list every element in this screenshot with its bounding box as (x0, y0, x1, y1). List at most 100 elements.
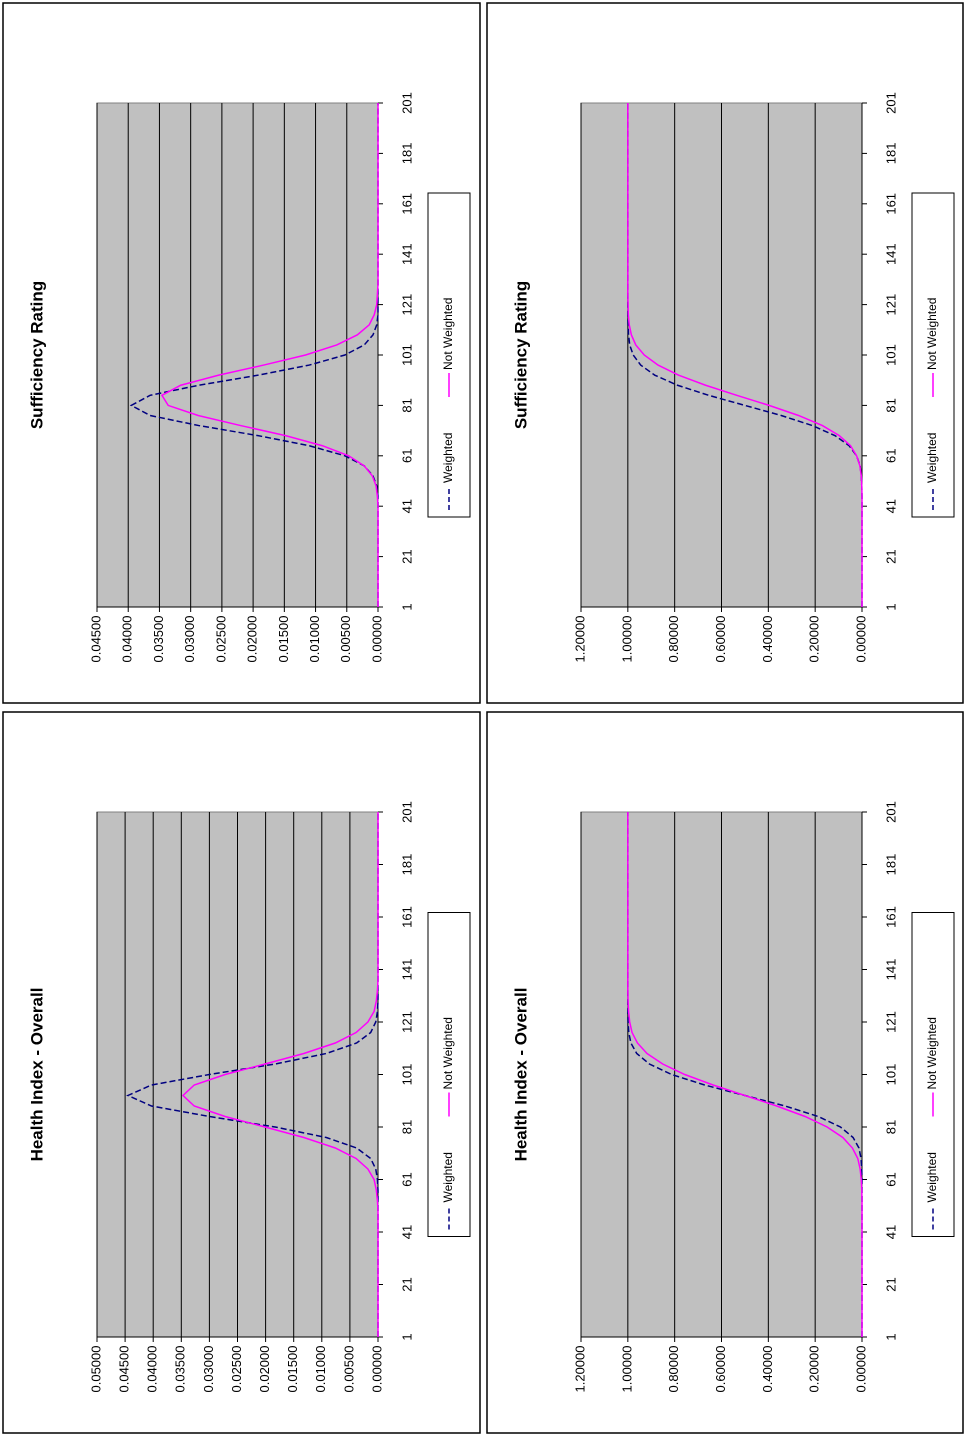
x-tick-label: 1 (399, 603, 414, 610)
x-tick-label: 121 (399, 294, 414, 316)
y-tick-label: 0.02500 (213, 616, 228, 663)
y-tick-label: 0.00000 (853, 616, 868, 663)
x-tick-label: 1 (883, 603, 898, 610)
chart-panel: Health Index - Overall 0.00000 0.20000 0.40… (486, 711, 964, 1434)
y-tick-label: 0.04000 (120, 616, 135, 663)
y-tick-label: 0.40000 (760, 616, 775, 663)
y-tick-label: 0.20000 (807, 1346, 822, 1393)
x-tick-label: 161 (399, 906, 414, 928)
y-tick-label: 0.02000 (245, 616, 260, 663)
y-tick-label: 0.04500 (88, 616, 103, 663)
y-tick-label: 0.20000 (807, 616, 822, 663)
x-tick-label: 41 (399, 1225, 414, 1239)
y-tick-label: 0.03000 (182, 616, 197, 663)
y-tick-label: 0.60000 (713, 1346, 728, 1393)
x-tick-label: 21 (399, 549, 414, 563)
legend-box (427, 192, 471, 518)
x-tick-label: 41 (883, 499, 898, 513)
x-tick-label: 41 (883, 1225, 898, 1239)
chart-title: Sufficiency Rating (27, 281, 46, 429)
y-tick-label: 0.03500 (173, 1346, 188, 1393)
legend-label: Weighted (925, 1152, 939, 1202)
legend-label: Weighted (441, 433, 455, 483)
x-tick-label: 101 (883, 344, 898, 366)
y-tick-label: 0.00000 (369, 1346, 384, 1393)
y-tick-label: 0.02500 (229, 1346, 244, 1393)
x-tick-label: 61 (399, 1172, 414, 1186)
y-tick-label: 0.04000 (145, 1346, 160, 1393)
chart-title: Health Index - Overall (511, 988, 530, 1162)
x-tick-label: 101 (399, 344, 414, 366)
x-tick-label: 141 (399, 243, 414, 265)
chart-title: Sufficiency Rating (511, 281, 530, 429)
x-tick-label: 1 (399, 1333, 414, 1340)
series-line (181, 812, 379, 1337)
x-tick-label: 161 (883, 906, 898, 928)
y-tick-label: 0.01500 (285, 1346, 300, 1393)
legend-label: Not Weighted (441, 1017, 455, 1090)
y-tick-label: 0.00000 (369, 616, 384, 663)
x-tick-label: 21 (883, 549, 898, 563)
x-tick-label: 161 (399, 193, 414, 215)
x-tick-label: 161 (883, 193, 898, 215)
y-tick-label: 0.03000 (201, 1346, 216, 1393)
y-tick-label: 1.00000 (619, 616, 634, 663)
x-tick-label: 181 (399, 854, 414, 876)
x-tick-label: 121 (883, 1011, 898, 1033)
x-tick-label: 61 (883, 449, 898, 463)
legend-box (911, 192, 955, 518)
legend-label: Not Weighted (925, 298, 939, 371)
x-tick-label: 121 (399, 1011, 414, 1033)
x-tick-label: 181 (883, 143, 898, 165)
x-tick-label: 201 (883, 801, 898, 823)
x-tick-label: 21 (883, 1277, 898, 1291)
plot-area (96, 102, 379, 608)
legend-box (427, 912, 471, 1237)
y-tick-label: 0.40000 (760, 1346, 775, 1393)
x-tick-label: 81 (399, 1120, 414, 1134)
y-tick-label: 0.00000 (853, 1346, 868, 1393)
chart-panel: Sufficiency Rating 0.00000 0.00500 0.01000 0… (2, 2, 481, 704)
y-tick-label: 0.00500 (338, 616, 353, 663)
legend-label: Weighted (441, 1152, 455, 1202)
x-tick-label: 201 (399, 801, 414, 823)
x-tick-label: 181 (883, 854, 898, 876)
y-tick-label: 0.03500 (151, 616, 166, 663)
y-tick-label: 0.80000 (666, 616, 681, 663)
legend-label: Not Weighted (925, 1017, 939, 1090)
y-tick-label: 1.00000 (619, 1346, 634, 1393)
chart-panel: Sufficiency Rating 0.00000 0.20000 0.40000 0… (486, 2, 964, 704)
y-tick-label: 1.20000 (572, 616, 587, 663)
x-tick-label: 101 (883, 1064, 898, 1086)
legend-box (911, 912, 955, 1237)
y-tick-label: 0.04500 (117, 1346, 132, 1393)
x-tick-label: 81 (883, 1120, 898, 1134)
x-tick-label: 21 (399, 1277, 414, 1291)
y-tick-label: 1.20000 (572, 1346, 587, 1393)
series-line (160, 103, 379, 607)
x-tick-label: 41 (399, 499, 414, 513)
x-tick-label: 201 (399, 92, 414, 114)
x-tick-label: 141 (399, 959, 414, 981)
y-tick-label: 0.80000 (666, 1346, 681, 1393)
x-tick-label: 81 (883, 398, 898, 412)
legend-label: Weighted (925, 433, 939, 483)
x-tick-label: 181 (399, 143, 414, 165)
y-tick-label: 0.01500 (276, 616, 291, 663)
x-tick-label: 61 (883, 1172, 898, 1186)
y-tick-label: 0.01000 (313, 1346, 328, 1393)
y-tick-label: 0.60000 (713, 616, 728, 663)
x-tick-label: 121 (883, 294, 898, 316)
series-line (627, 812, 863, 1337)
x-tick-label: 101 (399, 1064, 414, 1086)
chart-panel: Health Index - Overall 0.00000 0.00500 0.01… (2, 711, 481, 1434)
series-line (627, 103, 863, 607)
x-tick-label: 1 (883, 1333, 898, 1340)
x-tick-label: 81 (399, 398, 414, 412)
chart-title: Health Index - Overall (27, 988, 46, 1162)
y-tick-label: 0.00500 (341, 1346, 356, 1393)
x-tick-label: 201 (883, 92, 898, 114)
legend-label: Not Weighted (441, 298, 455, 371)
